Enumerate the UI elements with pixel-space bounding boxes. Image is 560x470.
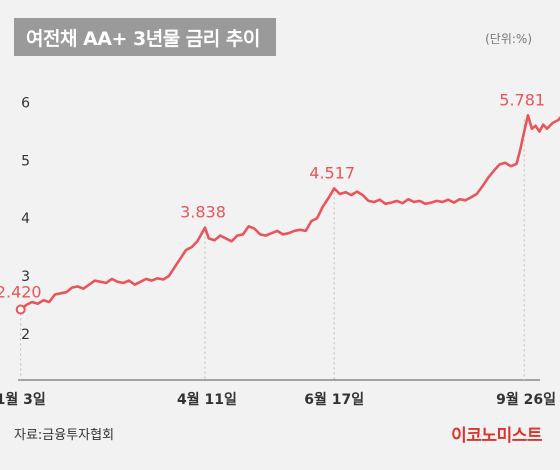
x-tick-label: 6월 17일 xyxy=(304,391,364,408)
value-label: 3.838 xyxy=(180,203,226,222)
x-tick-label: 4월 11일 xyxy=(177,391,237,408)
endpoint-markers xyxy=(15,304,26,315)
value-label: 2.420 xyxy=(0,283,42,302)
rate-series-line xyxy=(19,114,560,311)
date-guide-lines xyxy=(20,119,525,380)
value-label: 5.781 xyxy=(499,90,545,109)
y-tick-label: 5 xyxy=(21,153,30,169)
y-tick-label: 6 xyxy=(21,96,30,112)
x-tick-label: 1월 3일 xyxy=(0,391,46,408)
y-tick-label: 2 xyxy=(21,327,30,343)
x-tick-label: 9월 26일 xyxy=(496,391,556,408)
unit-label: (단위:%) xyxy=(485,32,532,46)
source-note: 자료:금융투자협회 xyxy=(14,428,115,443)
title-bar: 여전채 AA+ 3년물 금리 추이 xyxy=(14,18,276,56)
value-label: 4.517 xyxy=(309,163,355,182)
chart-title: 여전채 AA+ 3년물 금리 추이 xyxy=(26,28,260,50)
y-axis: 2 3 4 5 6 xyxy=(21,96,30,343)
y-tick-label: 3 xyxy=(21,269,30,285)
brand-logo: 이코노미스트 xyxy=(451,426,542,446)
y-tick-label: 4 xyxy=(21,211,30,227)
endpoint-marker xyxy=(15,304,26,315)
